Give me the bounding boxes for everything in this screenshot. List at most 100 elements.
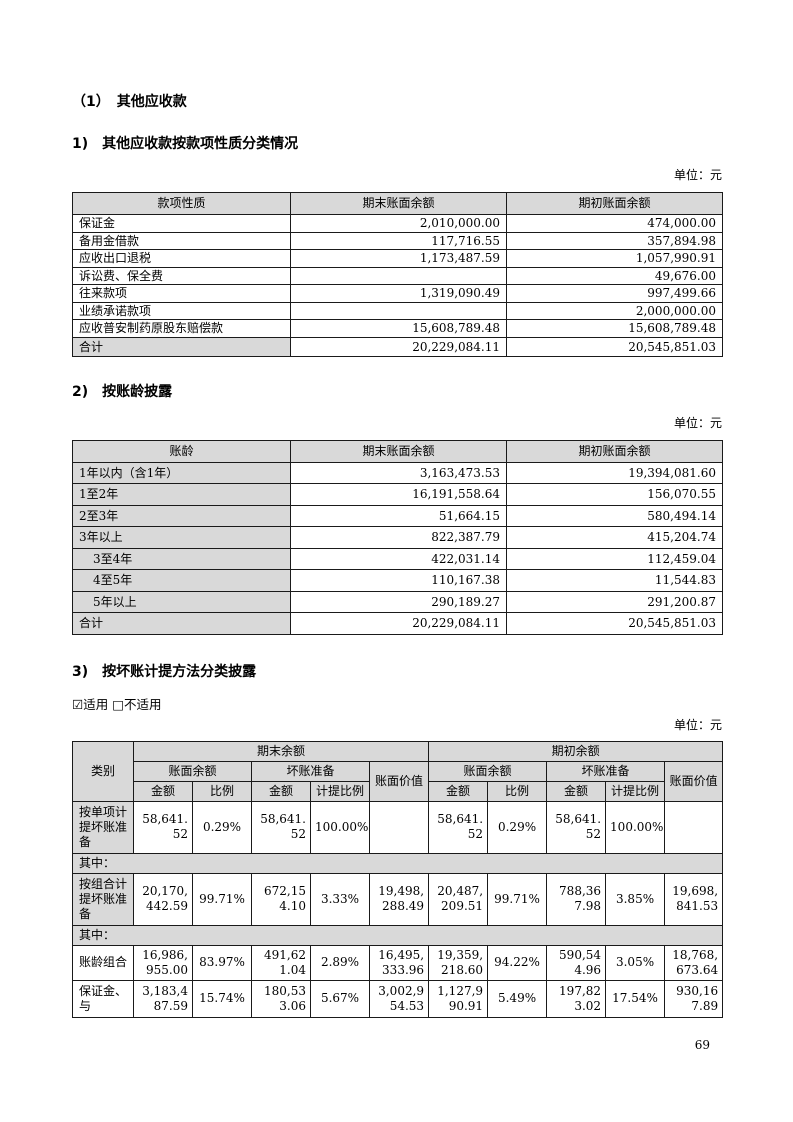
cell-value: 180,533.06 [251,979,311,1018]
column-header-book-balance: 账面余额 [133,760,252,782]
row-label: 备用金借款 [72,231,291,250]
cell-value: 422,031.14 [290,547,507,570]
cell-value: 357,894.98 [506,231,723,250]
cell-value: 49,676.00 [506,266,723,285]
row-label: 1至2年 [72,483,291,506]
column-header-amount: 金额 [133,780,193,802]
cell-value: 3.85% [605,872,666,926]
table-row: 2至3年 51,664.15 580,494.14 [72,504,723,527]
among-row: 其中： [71,924,724,946]
cell-value: 1,127,990.91 [428,979,489,1018]
column-header-amount: 金额 [546,780,607,802]
column-header: 账龄 [72,439,291,463]
cell-value: 15.74% [192,979,252,1018]
cell-value [368,800,430,854]
cell-value: 3,002,954.53 [368,979,430,1018]
column-header-category: 类别 [72,740,134,802]
unit-label: 单位：元 [673,168,722,182]
table-row: 账龄组合 16,986,955.00 83.97% 491,621.04 2.8… [72,944,724,981]
cell-value: 110,167.38 [290,569,507,592]
cell-value: 16,191,558.64 [290,483,507,506]
cell-value [290,301,507,320]
cell-value: 99.71% [487,872,548,926]
cell-value: 415,204.74 [506,526,723,549]
table-row: 保证金 2,010,000.00 474,000.00 [72,214,723,233]
cell-value: 19,698,841.53 [664,872,724,926]
by-nature-table: 款项性质 期末账面余额 期初账面余额 保证金 2,010,000.00 474,… [72,192,723,357]
cell-value: 100.00% [310,800,370,854]
table-row: 3至4年 422,031.14 112,459.04 [72,547,723,570]
cell-value: 58,641.52 [428,800,489,854]
table-row: 按组合计提坏账准备 20,170,442.59 99.71% 672,154.1… [72,872,724,926]
cell-value: 3.33% [310,872,370,926]
table-header-row: 账面余额 坏账准备 账面价值 账面余额 坏账准备 账面价值 [73,760,724,802]
cell-value: 491,621.04 [251,944,311,981]
table-row: 5年以上 290,189.27 291,200.87 [72,590,723,613]
row-label: 按单项计提坏账准备 [72,800,134,854]
table-row: 1至2年 16,191,558.64 156,070.55 [72,483,723,506]
row-label: 应收出口退税 [72,249,291,268]
cell-value: 2.89% [310,944,370,981]
cell-value: 5.49% [487,979,548,1018]
cell-value: 2,000,000.00 [506,301,723,320]
total-label: 合计 [72,612,291,635]
applicability-line: ☑适用 □不适用 [72,697,722,713]
cell-value: 580,494.14 [506,504,723,527]
cell-value: 291,200.87 [506,590,723,613]
cell-value: 94.22% [487,944,548,981]
table-header-row: 金额 比例 金额 计提比例 金额 比例 金额 计提比例 [73,780,723,802]
column-header: 期末账面余额 [290,192,507,215]
cell-value: 2,010,000.00 [290,214,507,233]
cell-value: 997,499.66 [506,284,723,303]
column-header: 期初账面余额 [506,439,723,463]
cell-value: 5.67% [310,979,370,1018]
cell-value: 19,498,288.49 [368,872,430,926]
cell-value: 20,229,084.11 [290,612,507,635]
row-label: 4至5年 [72,569,291,592]
column-header-amount: 金额 [251,780,311,802]
row-label: 应收普安制药原股东赔偿款 [72,319,291,338]
row-label: 5年以上 [72,590,291,613]
table-row: 按单项计提坏账准备 58,641.52 0.29% 58,641.52 100.… [72,800,724,854]
column-header-book-value: 账面价值 [368,760,430,802]
column-header: 期末账面余额 [290,439,507,463]
cell-value: 83.97% [192,944,252,981]
column-header-amount: 金额 [428,780,489,802]
cell-value: 3.05% [605,944,666,981]
page-number: 69 [694,1037,710,1052]
cell-value: 20,545,851.03 [506,336,723,357]
checked-checkbox-icon: ☑ [72,696,84,712]
cell-value: 822,387.79 [290,526,507,549]
row-label: 保证金、与 [72,979,134,1018]
row-label: 诉讼费、保全费 [72,266,291,285]
row-label: 保证金 [72,214,291,233]
row-label: 按组合计提坏账准备 [72,872,134,926]
row-label: 2至3年 [72,504,291,527]
cell-value: 19,394,081.60 [506,461,723,484]
cell-value: 590,544.96 [546,944,607,981]
table-row: 业绩承诺款项 2,000,000.00 [72,301,723,320]
cell-value: 15,608,789.48 [290,319,507,338]
not-applicable-label: 不适用 [124,696,162,712]
cell-value: 17.54% [605,979,666,1018]
unit-label: 单位：元 [673,415,722,430]
table-row: 保证金、与 3,183,487.59 15.74% 180,533.06 5.6… [72,979,724,1018]
table-header-row: 款项性质 期末账面余额 期初账面余额 [72,192,723,215]
table-header-row: 账龄 期末账面余额 期初账面余额 [72,439,723,463]
cell-value: 788,367.98 [546,872,607,926]
column-header-provision-ratio: 计提比例 [310,780,370,802]
table-row: 往来款项 1,319,090.49 997,499.66 [72,284,723,303]
table-row: 3年以上 822,387.79 415,204.74 [72,526,723,549]
cell-value: 16,495,333.96 [368,944,430,981]
column-header: 期初账面余额 [506,192,723,215]
cell-value: 112,459.04 [506,547,723,570]
cell-value: 3,163,473.53 [290,461,507,484]
row-label: 1年以内（含1年） [72,461,291,484]
column-header-period-begin: 期初余额 [428,740,724,762]
total-label: 合计 [72,336,291,357]
cell-value: 1,173,487.59 [290,249,507,268]
cell-value: 18,768,673.64 [664,944,724,981]
page-content: （1） 其他应收款 1) 其他应收款按款项性质分类情况 单位：元 款项性质 期末… [0,93,793,1052]
table-row: 1年以内（含1年） 3,163,473.53 19,394,081.60 [72,461,723,484]
